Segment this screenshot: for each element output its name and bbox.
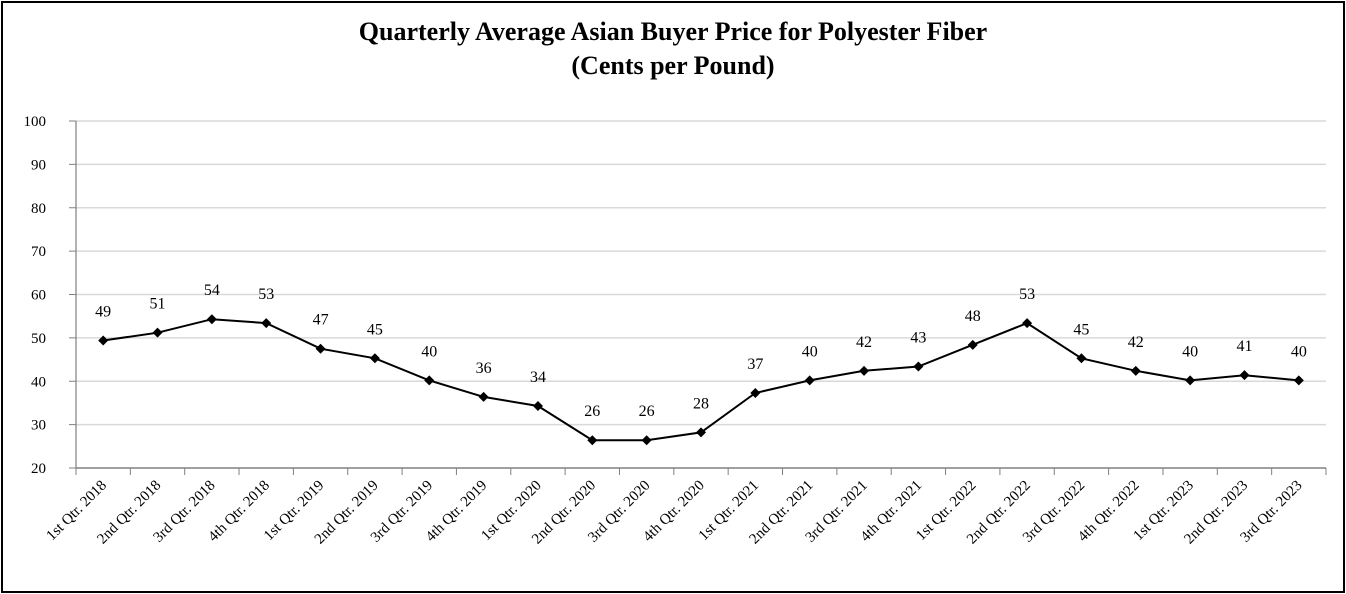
chart-subtitle: (Cents per Pound): [571, 51, 775, 80]
data-label: 36: [476, 360, 492, 377]
data-label: 48: [965, 308, 981, 325]
data-label: 43: [910, 330, 926, 347]
y-tick-label: 90: [31, 157, 46, 173]
data-point: [804, 375, 815, 386]
data-label: 53: [258, 286, 274, 303]
data-label: 47: [313, 312, 329, 329]
chart-title: Quarterly Average Asian Buyer Price for …: [358, 17, 988, 46]
chart-title-block: Quarterly Average Asian Buyer Price for …: [3, 15, 1343, 83]
data-label: 42: [1128, 334, 1144, 351]
data-label: 40: [1291, 343, 1307, 360]
data-point: [1022, 318, 1033, 329]
y-tick-label: 80: [31, 201, 46, 217]
data-point: [1076, 353, 1087, 364]
data-point: [315, 343, 326, 354]
data-label: 34: [530, 369, 546, 386]
y-tick-label: 20: [31, 461, 46, 477]
data-label: 37: [747, 356, 763, 373]
data-point: [967, 339, 978, 350]
data-point: [696, 427, 706, 438]
data-label: 53: [1019, 286, 1035, 303]
y-tick-label: 100: [24, 114, 47, 130]
data-label: 41: [1236, 338, 1252, 355]
data-label: 28: [693, 395, 709, 412]
data-point: [859, 365, 870, 376]
data-point: [98, 335, 109, 346]
y-tick-label: 50: [31, 331, 46, 347]
data-point: [1130, 365, 1141, 376]
data-label: 40: [802, 343, 818, 360]
data-point: [641, 435, 652, 446]
data-label: 40: [421, 343, 437, 360]
data-point: [478, 391, 489, 402]
data-point: [1185, 375, 1196, 386]
data-point: [1293, 375, 1304, 386]
data-point: [424, 375, 435, 386]
data-point: [750, 387, 761, 398]
data-label: 54: [204, 282, 220, 299]
data-label: 45: [367, 321, 383, 338]
y-tick-label: 60: [31, 288, 46, 304]
data-point: [1239, 370, 1250, 381]
data-point: [913, 361, 924, 372]
data-label: 45: [1073, 321, 1089, 338]
data-point: [587, 435, 598, 446]
data-label: 49: [95, 303, 111, 320]
data-point: [152, 327, 163, 338]
data-label: 42: [856, 334, 872, 351]
data-label: 26: [584, 403, 600, 420]
y-tick-label: 70: [31, 244, 46, 260]
data-label: 51: [150, 296, 166, 313]
y-tick-label: 30: [31, 418, 46, 434]
data-point: [369, 353, 380, 364]
data-point: [532, 400, 543, 411]
y-tick-label: 40: [31, 374, 46, 390]
data-label: 40: [1182, 343, 1198, 360]
data-label: 26: [639, 403, 655, 420]
data-point: [261, 318, 272, 329]
data-point: [206, 314, 217, 325]
